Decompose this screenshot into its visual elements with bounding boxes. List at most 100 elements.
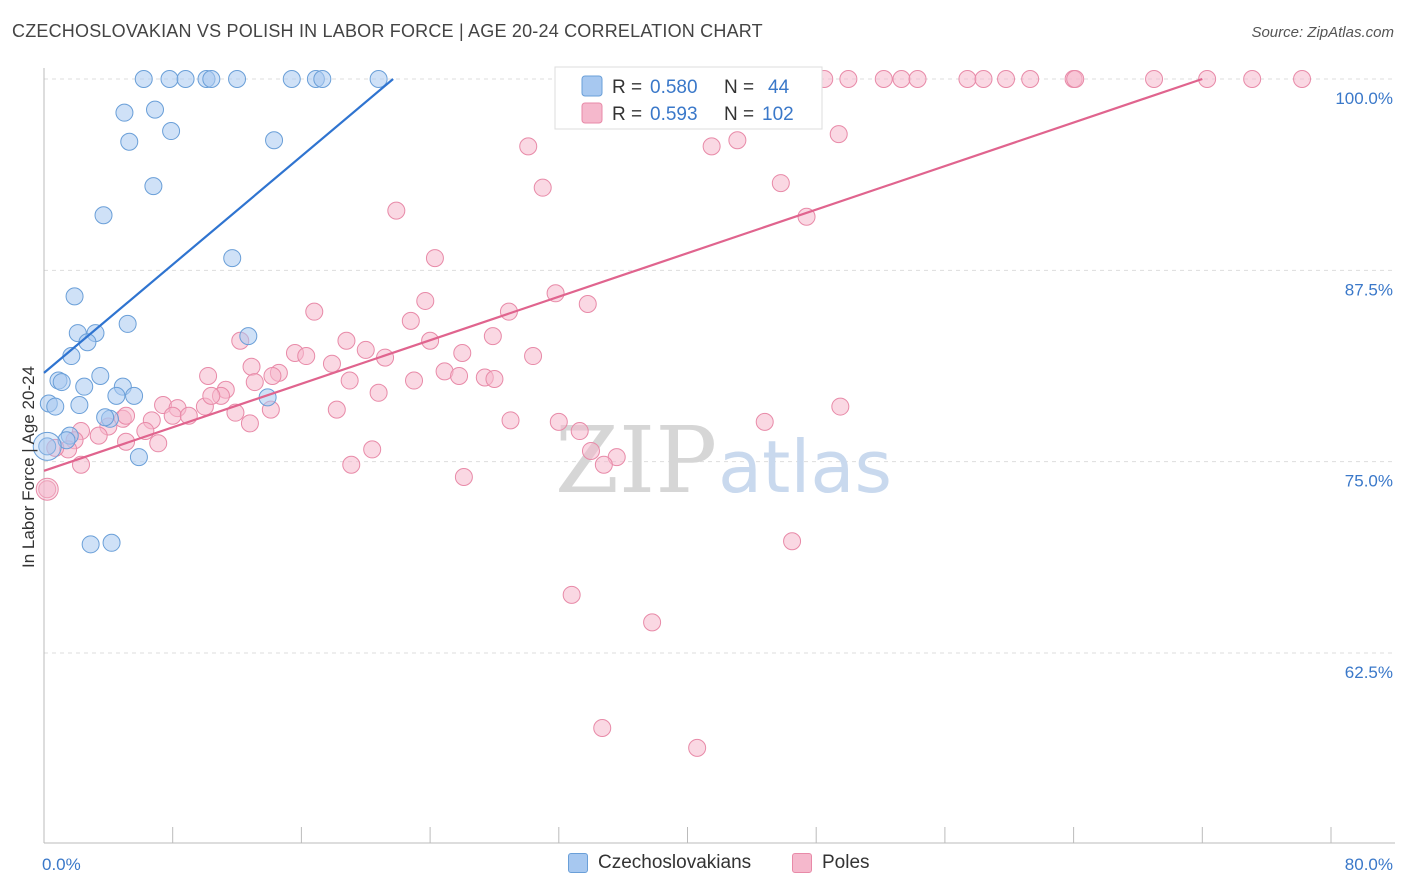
poles-point — [958, 70, 977, 88]
poles-point — [38, 480, 57, 499]
czechoslovakians-point — [107, 386, 126, 405]
poles-point — [425, 249, 444, 268]
poles-point — [149, 434, 168, 453]
poles-point — [524, 347, 543, 366]
poles-point — [546, 284, 565, 303]
czechoslovakians-point — [38, 437, 57, 456]
poles-point — [117, 406, 136, 425]
poles-point — [728, 131, 747, 150]
series-czechoslovakians-points — [32, 70, 388, 554]
stats-r-label-2: R = — [612, 104, 642, 125]
legend-label-poles: Poles — [822, 852, 870, 873]
poles-point — [874, 70, 893, 88]
poles-point — [369, 383, 388, 402]
czechoslovakians-point — [265, 131, 284, 150]
poles-point — [202, 386, 221, 405]
stats-swatch-blue — [581, 75, 603, 97]
y-tick-label: 87.5% — [1345, 280, 1393, 299]
poles-point — [1243, 70, 1262, 88]
poles-point — [340, 371, 359, 390]
poles-point — [327, 400, 346, 419]
poles-point — [974, 70, 993, 88]
poles-point — [297, 347, 316, 366]
legend-item-poles[interactable]: Poles — [792, 852, 870, 874]
czechoslovakians-point — [91, 366, 110, 385]
poles-point — [242, 357, 261, 376]
poles-point — [89, 426, 108, 445]
stats-legend: R = 0.580 N = 44 R = 0.593 N = 102 — [554, 66, 823, 130]
poles-point — [702, 137, 721, 156]
poles-point — [342, 455, 361, 474]
poles-point — [1198, 70, 1217, 88]
poles-point — [549, 412, 568, 431]
poles-point — [501, 411, 520, 430]
czechoslovakians-point — [125, 386, 144, 405]
stats-n-value-1: 44 — [768, 77, 790, 98]
stats-n-label-2: N = — [724, 104, 754, 125]
axes — [43, 68, 1395, 844]
poles-point — [562, 585, 581, 604]
poles-point — [519, 137, 538, 156]
poles-point — [1066, 70, 1085, 88]
x-tick-label: 80.0% — [1345, 855, 1393, 874]
czechoslovakians-point — [313, 70, 332, 88]
czechoslovakians-point — [32, 431, 62, 461]
poles-point — [450, 366, 469, 385]
stats-n-label-1: N = — [724, 77, 754, 98]
poles-point — [783, 532, 802, 551]
czechoslovakians-point — [146, 100, 165, 119]
poles-point — [1021, 70, 1040, 88]
czechoslovakians-point — [118, 314, 137, 333]
poles-point — [305, 302, 324, 321]
legend-item-czechoslovakians[interactable]: Czechoslovakians — [568, 852, 751, 874]
bottom-legend: Czechoslovakians Poles — [0, 852, 1406, 880]
czechoslovakians-point — [162, 122, 181, 141]
poles-point — [593, 719, 612, 738]
czechoslovakians-point — [65, 287, 84, 306]
czechoslovakians-point — [129, 448, 148, 467]
legend-swatch-blue — [568, 853, 588, 873]
czechoslovakians-point — [223, 249, 242, 268]
stats-r-value-1: 0.580 — [650, 77, 698, 98]
poles-point — [570, 422, 589, 441]
czechoslovakians-point — [52, 373, 71, 392]
poles-point — [117, 432, 136, 451]
poles-point — [405, 371, 424, 390]
poles-point — [199, 366, 218, 385]
poles-point — [263, 366, 282, 385]
legend-label-czechoslovakians: Czechoslovakians — [598, 852, 752, 873]
poles-point — [892, 70, 911, 88]
stats-r-value-2: 0.593 — [650, 104, 698, 125]
poles-point — [829, 125, 848, 144]
y-tick-label: 100.0% — [1335, 89, 1393, 108]
czechoslovakians-point — [228, 70, 247, 88]
trend-lines — [43, 77, 1203, 472]
poles-point — [578, 295, 597, 314]
legend-swatch-pink — [792, 853, 812, 873]
poles-point — [322, 354, 341, 373]
poles-point — [1293, 70, 1312, 88]
czechoslovakians-point — [282, 70, 301, 88]
czechoslovakians-point — [96, 408, 115, 427]
tick-labels: 100.0% 87.5% 75.0% 62.5% 0.0% 80.0% — [42, 89, 1393, 874]
czechoslovakians-point — [102, 533, 121, 552]
poles-point — [643, 613, 662, 632]
czechoslovakians-point — [120, 132, 139, 151]
czechoslovakians-point — [81, 535, 100, 554]
czechoslovakians-point — [94, 206, 113, 225]
poles-point — [1145, 70, 1164, 88]
czechoslovakians-point — [57, 431, 76, 450]
poles-point — [35, 477, 59, 501]
poles-point — [363, 440, 382, 459]
poles-point — [688, 738, 707, 757]
czechoslovakians-point — [75, 377, 94, 396]
poles-point — [581, 441, 600, 460]
czechoslovakians-point — [134, 70, 153, 88]
stats-r-label-1: R = — [612, 77, 642, 98]
poles-point — [454, 467, 473, 486]
stats-n-value-2: 102 — [762, 104, 794, 125]
poles-point — [483, 327, 502, 346]
poles-point — [387, 201, 406, 220]
czechoslovakians-point — [160, 70, 179, 88]
